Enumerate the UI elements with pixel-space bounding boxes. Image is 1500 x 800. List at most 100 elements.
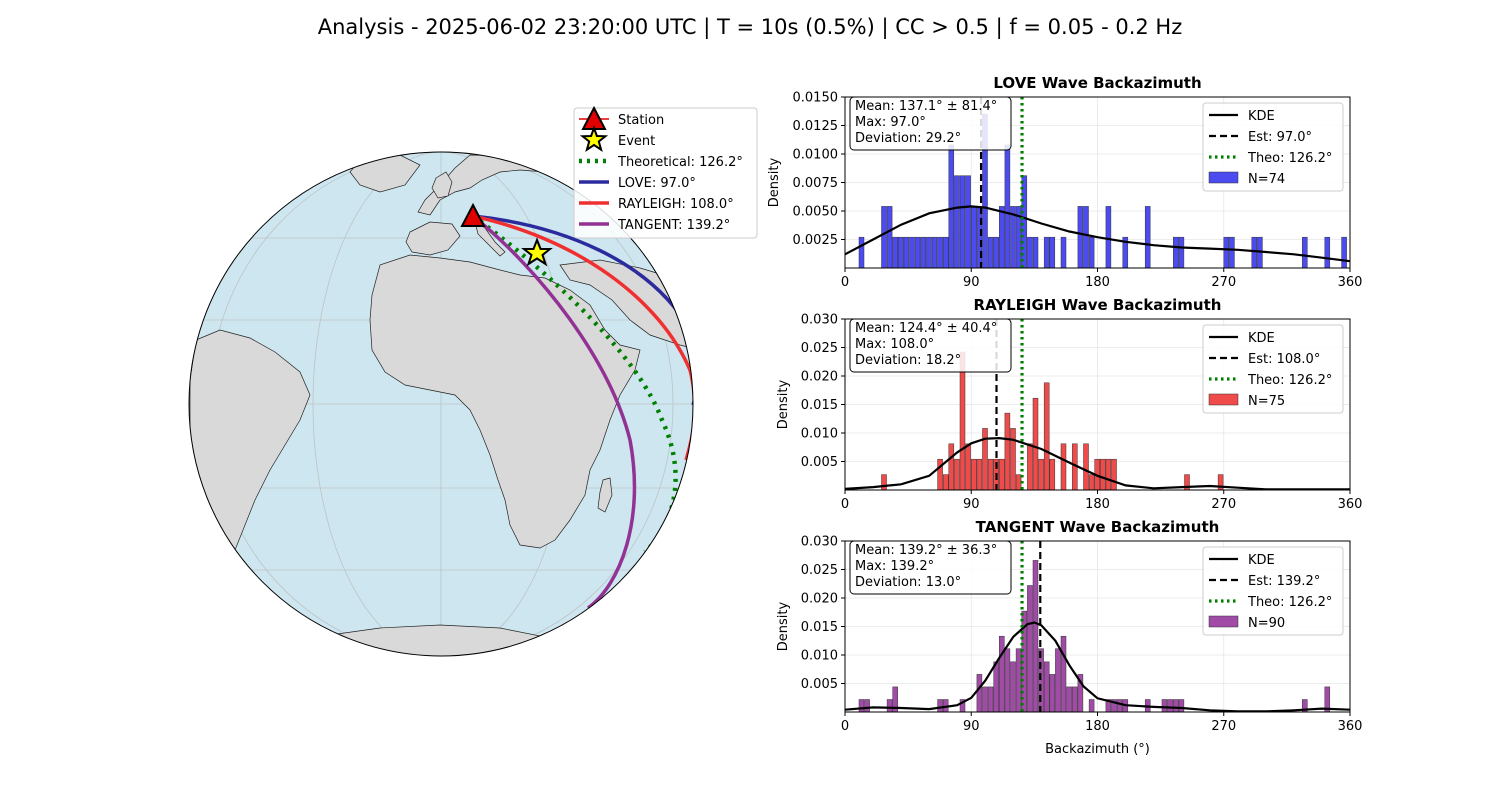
histogram-bar — [1178, 236, 1185, 269]
legend-label: KDE — [1248, 109, 1275, 124]
station-marker — [460, 202, 486, 227]
y-tick-label: 0.015 — [801, 620, 838, 635]
histogram-bar — [1088, 236, 1095, 269]
legend-label: Theo: 126.2° — [1247, 373, 1332, 388]
histogram-bar — [1229, 236, 1235, 269]
legend-bar-swatch — [1208, 393, 1239, 406]
histogram-bar — [1049, 674, 1056, 713]
x-tick-label: 0 — [841, 497, 849, 512]
histogram-bar — [1004, 144, 1011, 269]
map-legend-item: Theoretical: 126.2° — [579, 155, 743, 170]
histogram-bar — [1032, 397, 1039, 491]
histogram-bar — [987, 236, 994, 269]
histogram-bar — [1178, 699, 1185, 713]
histogram-bar — [1161, 699, 1168, 713]
map-legend-item: RAYLEIGH: 108.0° — [579, 197, 734, 212]
map-legend-label: Station — [618, 113, 664, 128]
histogram-bar — [1060, 443, 1067, 491]
histogram-bar — [914, 236, 921, 269]
madagascar — [597, 477, 613, 513]
legend-label: N=90 — [1248, 616, 1285, 631]
stats-line: Mean: 137.1° ± 81.4° — [855, 99, 997, 114]
rayleigh-path — [472, 214, 693, 461]
x-tick-label: 270 — [1211, 719, 1236, 734]
histogram-panel: 0 90 180 270 360 0.005 0.010 0.015 0.020 0.025 0.0… — [776, 518, 1362, 757]
histogram-bar — [942, 236, 949, 269]
histogram-bar — [1302, 236, 1308, 269]
histogram-bar — [965, 443, 971, 491]
histogram-bar — [898, 236, 904, 269]
legend-frame — [1202, 324, 1344, 414]
x-tick-label: 0 — [841, 719, 849, 734]
x-tick-label: 270 — [1211, 497, 1236, 512]
panel-title: TANGENT Wave Backazimuth — [976, 518, 1220, 536]
histogram-bar — [982, 686, 988, 713]
x-tick-label: 180 — [1085, 275, 1110, 290]
bars — [881, 351, 1224, 491]
histogram-bar — [1049, 236, 1056, 269]
x-tick-label: 0 — [841, 275, 849, 290]
histogram-panel: 0 90 180 270 360 0.005 0.010 0.015 0.020 0.025 0.0… — [776, 296, 1362, 512]
histogram-bar — [1027, 585, 1033, 713]
stats-box: Mean: 137.1° ± 81.4°Max: 97.0°Deviation:… — [849, 96, 1012, 151]
y-tick-label: 0.025 — [801, 341, 838, 356]
legend-frame — [1202, 546, 1344, 636]
event-marker — [521, 237, 553, 267]
histogram-bar — [1032, 236, 1039, 269]
histogram-bar — [1032, 560, 1039, 713]
histogram-bar — [1027, 443, 1033, 491]
panel-legend: KDE Est: 139.2° Theo: 126.2° N=90 — [1202, 546, 1344, 636]
histogram-bar — [1088, 474, 1095, 491]
x-tick-label: 270 — [1211, 275, 1236, 290]
histogram-bar — [1043, 661, 1050, 713]
legend-bar-swatch — [1208, 171, 1239, 184]
legend-label: Est: 139.2° — [1248, 574, 1320, 589]
y-axis-label: Density — [767, 157, 782, 207]
histogram-bar — [886, 699, 893, 713]
paths — [471, 214, 693, 610]
histogram-bar — [948, 144, 955, 269]
y-axis-label: Density — [776, 601, 791, 651]
stats-line: Max: 97.0° — [855, 115, 926, 130]
histogram-bar — [1167, 699, 1173, 713]
y-tick-label: 0.0125 — [793, 119, 839, 134]
histogram-bar — [942, 474, 949, 491]
histogram-bar — [1015, 474, 1022, 491]
histogram-bar — [920, 236, 927, 269]
y-tick-label: 0.0150 — [793, 91, 839, 106]
x-tick-label: 90 — [963, 719, 980, 734]
histogram-bar — [1223, 236, 1230, 269]
x-tick-label: 90 — [963, 497, 980, 512]
kde-curve — [844, 436, 1350, 491]
x-axis-label: Backazimuth (°) — [1045, 742, 1150, 757]
histogram-bar — [858, 699, 865, 713]
histogram-bar — [1038, 648, 1044, 713]
stats-line: Deviation: 18.2° — [855, 353, 961, 368]
x-tick-label: 360 — [1338, 497, 1363, 512]
histogram-bar — [987, 686, 994, 713]
legend-label: Est: 97.0° — [1248, 130, 1312, 145]
histogram-panels: 0 90 180 270 3600.00250.00500.00750.01000.01… — [767, 74, 1362, 757]
tangent-path — [471, 214, 637, 610]
italy — [474, 221, 506, 257]
x-tick-label: 360 — [1338, 719, 1363, 734]
map-legend-item: LOVE: 97.0° — [579, 176, 696, 191]
legend-label: Est: 108.0° — [1248, 352, 1320, 367]
histogram-bar — [999, 206, 1005, 269]
map-legend-label: Event — [618, 134, 655, 149]
x-tick-label: 180 — [1085, 497, 1110, 512]
greenland — [349, 154, 421, 193]
histogram-bar — [1324, 236, 1331, 269]
histogram-bar — [1341, 236, 1347, 269]
histogram-bar — [1043, 236, 1050, 269]
y-tick-label: 0.010 — [801, 427, 838, 442]
histogram-bar — [959, 175, 966, 269]
map-legend: Station Event Theoretical: 126.2° LOVE: 97.… — [573, 105, 758, 239]
histogram-bar — [948, 443, 955, 491]
histogram-bar — [864, 699, 870, 713]
histogram-bar — [1116, 699, 1123, 713]
histogram-bar — [1173, 699, 1179, 713]
x-tick-label: 180 — [1085, 719, 1110, 734]
histogram-bar — [1055, 648, 1061, 713]
stats-line: Deviation: 29.2° — [855, 131, 961, 146]
